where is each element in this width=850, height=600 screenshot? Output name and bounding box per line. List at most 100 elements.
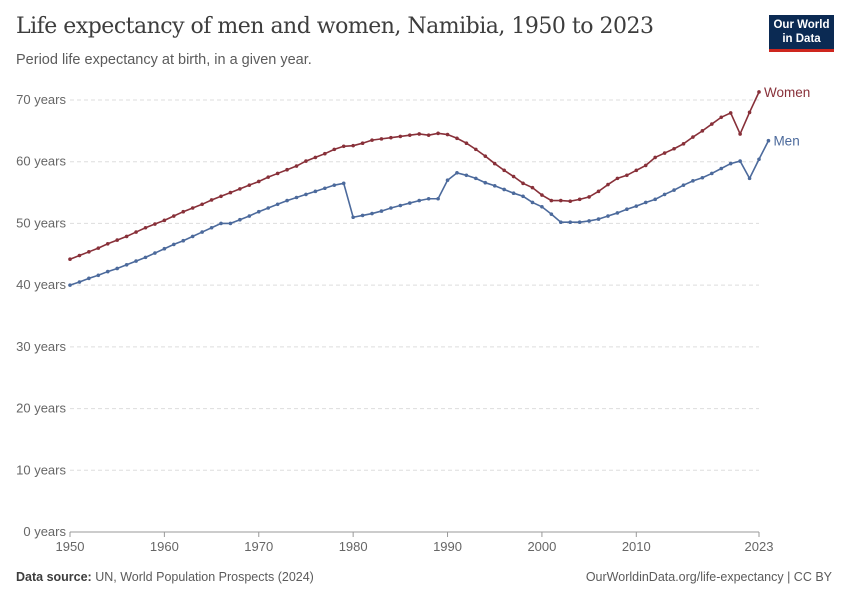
series-label-men: Men — [773, 134, 799, 149]
series-label-women: Women — [764, 85, 810, 100]
data-point — [691, 179, 695, 183]
data-point — [549, 198, 554, 203]
y-tick-label: 60 years — [16, 154, 66, 169]
data-point — [190, 206, 195, 210]
data-point — [483, 154, 488, 158]
y-tick-label: 0 years — [23, 524, 66, 539]
data-point — [379, 137, 384, 141]
data-point — [662, 151, 667, 155]
x-tick-label: 2010 — [622, 539, 651, 554]
data-point — [540, 193, 544, 197]
data-point — [143, 225, 148, 230]
data-point — [219, 194, 223, 199]
data-point — [398, 134, 403, 139]
data-point — [738, 159, 742, 163]
data-point — [238, 187, 242, 191]
data-point — [587, 195, 591, 199]
data-point — [360, 213, 365, 218]
data-point — [662, 192, 667, 197]
data-point — [370, 138, 374, 142]
data-point — [445, 178, 450, 183]
x-tick-label: 1950 — [56, 539, 85, 554]
data-point — [96, 246, 101, 250]
data-point — [417, 198, 422, 203]
data-point — [351, 143, 355, 148]
chart-title: Life expectancy of men and women, Namibi… — [16, 14, 654, 39]
data-point — [606, 214, 610, 218]
data-point — [313, 189, 318, 194]
data-point — [105, 241, 110, 246]
data-point — [757, 157, 761, 162]
data-point — [625, 207, 629, 212]
data-point — [540, 204, 544, 209]
data-point — [181, 238, 186, 243]
data-point — [398, 203, 403, 208]
data-point — [266, 175, 271, 179]
data-point — [530, 200, 535, 205]
data-point — [77, 280, 82, 284]
data-point — [492, 161, 497, 166]
chart-subtitle: Period life expectancy at birth, in a gi… — [16, 52, 312, 68]
x-tick-label: 2000 — [527, 539, 556, 554]
data-point — [615, 211, 620, 215]
data-point — [757, 90, 761, 94]
data-point — [332, 183, 337, 187]
data-point — [615, 176, 620, 181]
data-point — [219, 221, 223, 226]
footer-link[interactable]: OurWorldinData.org/life-expectancy | CC … — [585, 570, 832, 584]
x-tick-label: 1970 — [244, 539, 273, 554]
data-point — [426, 196, 431, 201]
data-point — [728, 111, 733, 115]
data-point — [681, 142, 686, 146]
data-point — [766, 138, 771, 143]
data-point — [634, 168, 639, 173]
data-point — [719, 115, 724, 120]
data-point — [596, 217, 601, 221]
data-point — [625, 173, 629, 178]
data-point — [294, 195, 299, 200]
data-point — [577, 220, 582, 224]
series-line-men — [69, 140, 770, 286]
data-point — [323, 186, 327, 191]
data-point — [96, 273, 101, 278]
data-point — [275, 171, 280, 176]
data-point — [728, 161, 733, 166]
data-point — [530, 185, 535, 190]
y-tick-label: 10 years — [16, 462, 66, 477]
data-point — [474, 176, 478, 181]
data-point — [417, 132, 422, 136]
data-point — [228, 221, 233, 226]
data-point — [653, 155, 657, 160]
data-point — [464, 173, 469, 178]
data-point — [172, 214, 176, 218]
y-tick-label: 20 years — [16, 401, 66, 416]
data-point — [143, 255, 148, 260]
data-point — [455, 171, 459, 175]
data-point — [700, 175, 705, 180]
data-point — [464, 141, 469, 145]
data-point — [587, 219, 591, 223]
data-point — [351, 215, 355, 220]
data-point — [407, 133, 412, 137]
owid-logo[interactable]: Our World in Data — [769, 15, 834, 52]
data-point — [209, 198, 214, 202]
data-point — [275, 202, 280, 207]
data-point — [285, 198, 289, 203]
data-point — [445, 132, 450, 137]
data-point — [738, 132, 742, 136]
data-point — [577, 197, 582, 202]
data-point — [596, 189, 601, 194]
data-point — [511, 174, 516, 179]
data-point — [256, 209, 261, 214]
series-line-women — [69, 91, 760, 260]
source-text[interactable]: UN, World Population Prospects (2024) — [95, 570, 314, 584]
data-point — [124, 234, 129, 239]
data-point — [200, 202, 204, 207]
data-point — [247, 183, 252, 187]
data-source: Data source: UN, World Population Prospe… — [16, 570, 314, 584]
data-point — [323, 151, 327, 156]
data-point — [407, 201, 412, 205]
data-point — [153, 251, 157, 255]
